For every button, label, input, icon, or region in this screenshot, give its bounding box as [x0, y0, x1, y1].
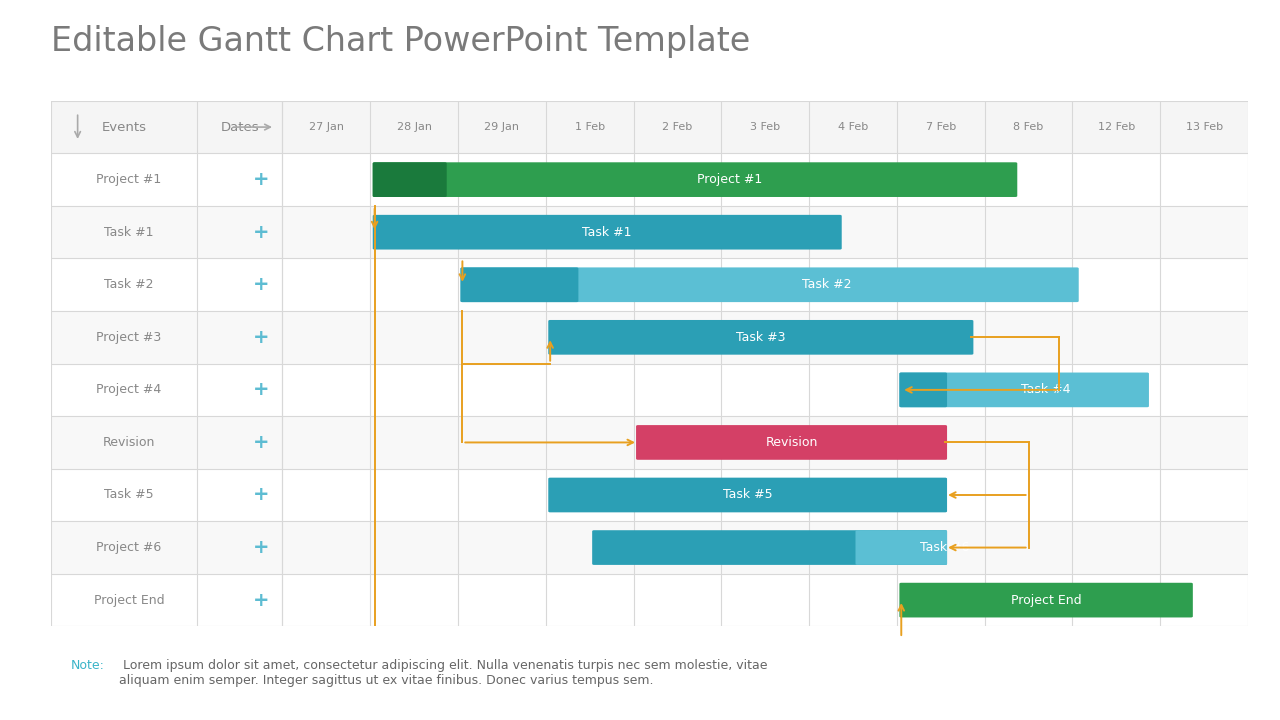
Text: Note:: Note:: [70, 659, 104, 672]
Text: Project #1: Project #1: [698, 173, 763, 186]
Text: Task #1: Task #1: [104, 225, 154, 239]
Text: +: +: [253, 222, 270, 242]
FancyBboxPatch shape: [593, 530, 947, 565]
Text: 4 Feb: 4 Feb: [838, 122, 868, 132]
Text: 1 Feb: 1 Feb: [575, 122, 604, 132]
Text: 27 Jan: 27 Jan: [308, 122, 344, 132]
Text: Task #5: Task #5: [104, 488, 154, 502]
Text: Project End: Project End: [93, 593, 164, 607]
FancyBboxPatch shape: [372, 162, 1018, 197]
Text: Project #1: Project #1: [96, 173, 161, 186]
FancyBboxPatch shape: [636, 425, 947, 460]
Text: 28 Jan: 28 Jan: [397, 122, 431, 132]
Bar: [51, 258, 1248, 311]
FancyBboxPatch shape: [461, 267, 579, 302]
Text: +: +: [253, 433, 270, 452]
Bar: [51, 364, 1248, 416]
FancyBboxPatch shape: [548, 477, 947, 513]
Bar: [51, 416, 1248, 469]
Text: 3 Feb: 3 Feb: [750, 122, 781, 132]
Text: +: +: [253, 275, 270, 294]
Text: 13 Feb: 13 Feb: [1185, 122, 1222, 132]
Text: Task #5: Task #5: [723, 488, 772, 502]
Text: +: +: [253, 170, 270, 189]
Text: +: +: [253, 485, 270, 505]
Text: Task #3: Task #3: [736, 330, 786, 344]
FancyBboxPatch shape: [900, 372, 947, 408]
Text: Project #4: Project #4: [96, 383, 161, 397]
Text: Revision: Revision: [102, 436, 155, 449]
Bar: [51, 311, 1248, 364]
Text: Editable Gantt Chart PowerPoint Template: Editable Gantt Chart PowerPoint Template: [51, 25, 750, 58]
Text: +: +: [253, 328, 270, 347]
Text: Lorem ipsum dolor sit amet, consectetur adipiscing elit. Nulla venenatis turpis : Lorem ipsum dolor sit amet, consectetur …: [119, 659, 768, 687]
Text: 12 Feb: 12 Feb: [1098, 122, 1135, 132]
Bar: [51, 521, 1248, 574]
Text: Task #4: Task #4: [1021, 383, 1071, 397]
Text: Dates: Dates: [220, 120, 260, 134]
Text: Project End: Project End: [1011, 593, 1082, 607]
Text: 29 Jan: 29 Jan: [484, 122, 520, 132]
Text: +: +: [253, 590, 270, 610]
Text: 2 Feb: 2 Feb: [662, 122, 692, 132]
Text: Revision: Revision: [765, 436, 818, 449]
Bar: [51, 153, 1248, 206]
FancyBboxPatch shape: [461, 267, 1079, 302]
Text: Task #1: Task #1: [582, 225, 632, 239]
Bar: [51, 101, 1248, 153]
Text: +: +: [253, 538, 270, 557]
FancyBboxPatch shape: [900, 582, 1193, 618]
Bar: [51, 469, 1248, 521]
FancyBboxPatch shape: [548, 320, 973, 355]
Text: 7 Feb: 7 Feb: [925, 122, 956, 132]
FancyBboxPatch shape: [372, 215, 842, 250]
Bar: [51, 206, 1248, 258]
Text: Project #3: Project #3: [96, 330, 161, 344]
Text: 8 Feb: 8 Feb: [1014, 122, 1043, 132]
Text: +: +: [253, 380, 270, 400]
Text: Project #6: Project #6: [96, 541, 161, 554]
FancyBboxPatch shape: [900, 372, 1149, 408]
Text: Events: Events: [102, 120, 147, 134]
Text: Task #6: Task #6: [920, 541, 970, 554]
FancyBboxPatch shape: [855, 530, 947, 565]
Bar: [51, 574, 1248, 626]
Text: Task #2: Task #2: [801, 278, 851, 292]
Text: Task #2: Task #2: [104, 278, 154, 292]
FancyBboxPatch shape: [372, 162, 447, 197]
